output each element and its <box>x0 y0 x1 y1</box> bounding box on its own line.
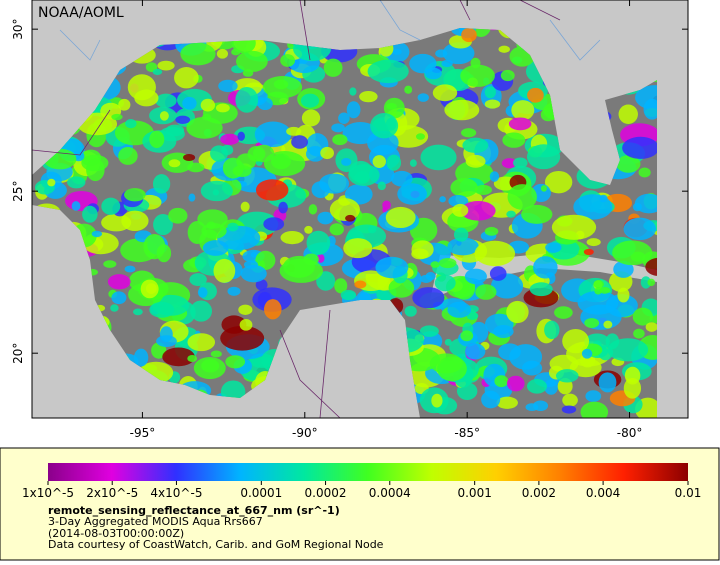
lat-tick-label: 30° <box>11 19 25 40</box>
colorbar <box>48 463 688 481</box>
colorbar-tick-label: 0.001 <box>457 486 491 500</box>
lon-tick-label: -80° <box>617 426 643 440</box>
borders <box>31 0 561 419</box>
colorbar-tick-label: 0.0004 <box>369 486 411 500</box>
colorbar-tick-label: 0.004 <box>586 486 620 500</box>
lon-tick-label: -85° <box>454 426 480 440</box>
lat-tick-label: 20° <box>11 343 25 364</box>
lat-tick-label: 25° <box>11 181 25 202</box>
colorbar-tick-label: 2x10^-5 <box>86 486 138 500</box>
colorbar-tick-label: 0.0001 <box>240 486 282 500</box>
caption-variable: remote_sensing_reflectance_at_667_nm (sr… <box>48 504 340 517</box>
colorbar-tick-label: 1x10^-5 <box>22 486 74 500</box>
caption-line: (2014-08-03T00:00:00Z) <box>48 527 184 540</box>
caption-line: 3-Day Aggregated MODIS Aqua Rrs667 <box>48 515 263 528</box>
lon-tick-label: -95° <box>130 426 156 440</box>
axes: 30° 25° 20° -95° -90° -85° -80° <box>11 0 688 440</box>
colorbar-tick-label: 0.002 <box>522 486 556 500</box>
colorbar-tick-label: 0.01 <box>675 486 702 500</box>
colorbar-tick-label: 0.0002 <box>305 486 347 500</box>
colorbar-ticks: 1x10^-5 2x10^-5 4x10^-5 0.0001 0.0002 0.0004 0… <box>22 481 701 500</box>
rivers <box>59 0 601 61</box>
lon-tick-label: -90° <box>292 426 318 440</box>
map-frame <box>31 0 689 419</box>
colorbar-tick-label: 4x10^-5 <box>150 486 202 500</box>
map-label: NOAA/AOML <box>38 5 124 21</box>
caption-line: Data courtesy of CoastWatch, Carib. and … <box>48 538 384 551</box>
